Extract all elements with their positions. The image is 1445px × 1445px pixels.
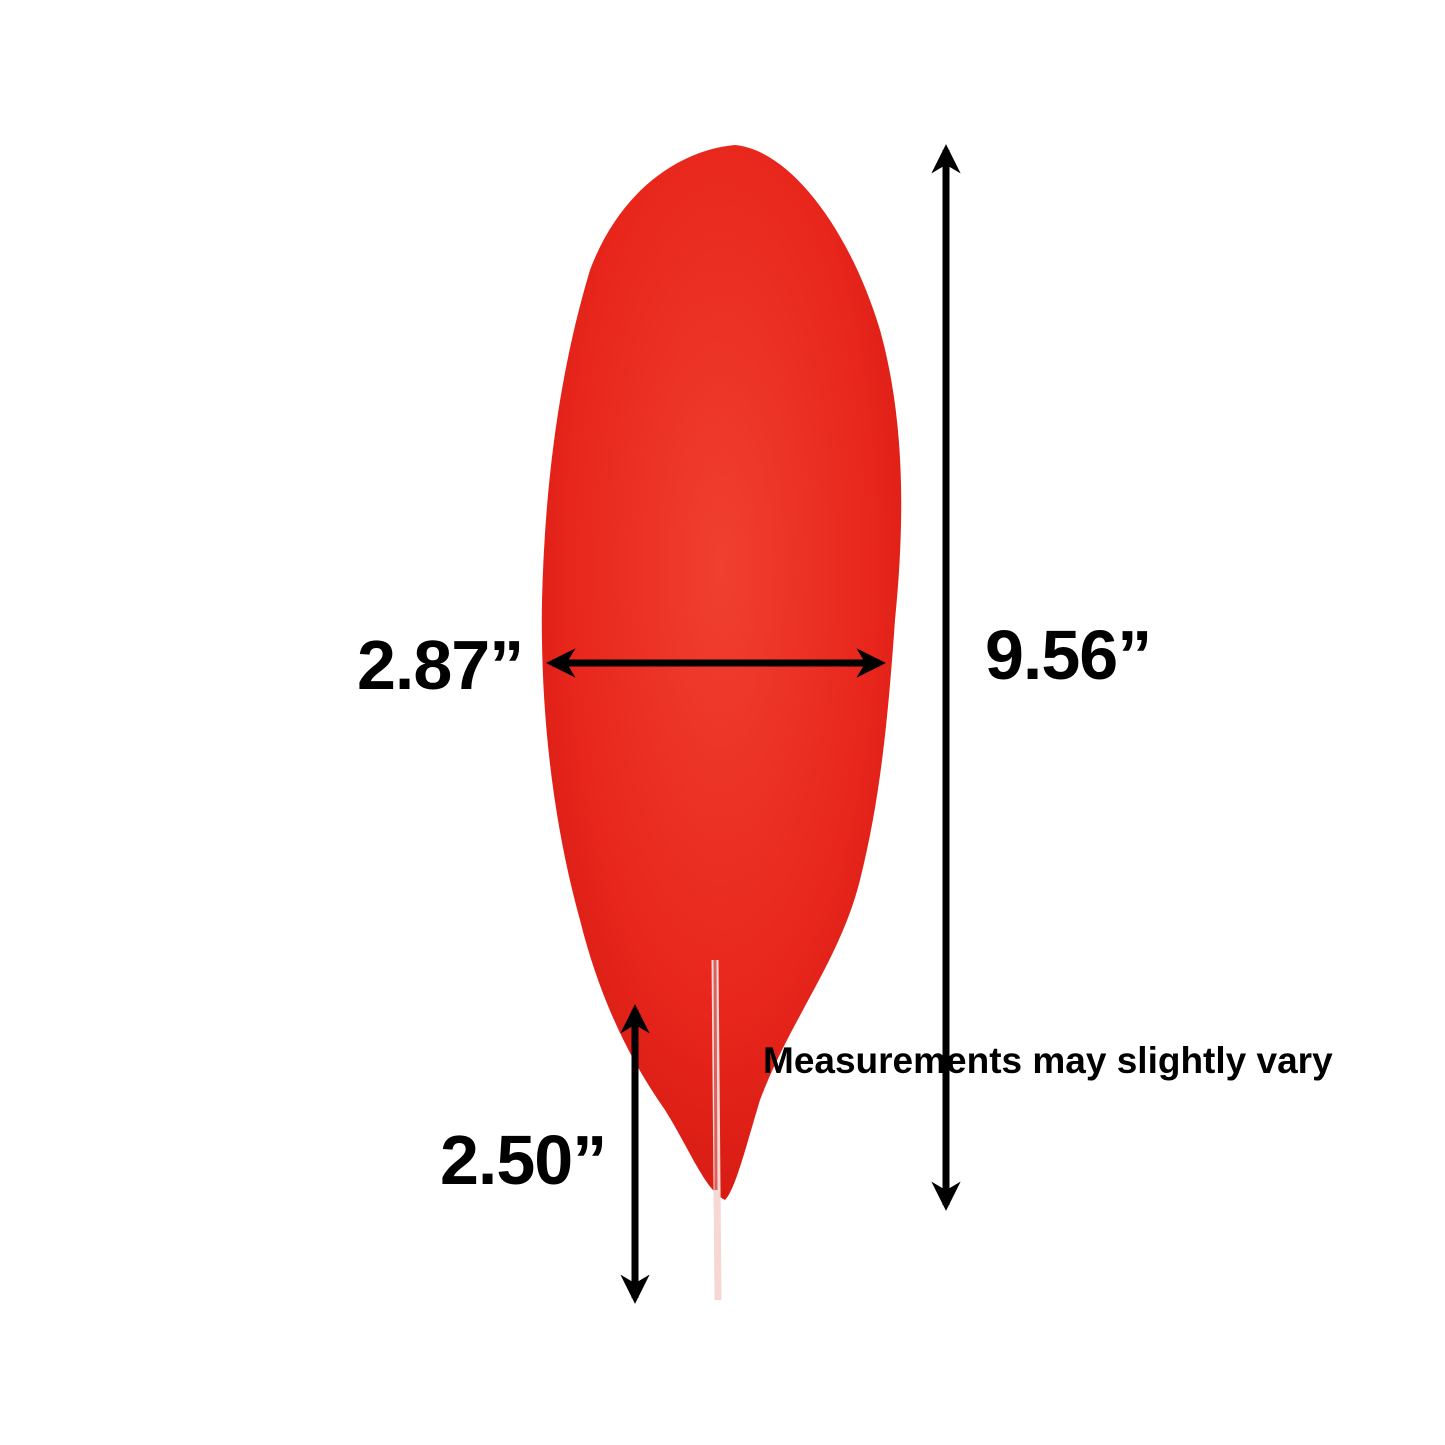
stem-length-label: 2.50” — [440, 1121, 607, 1199]
measurement-disclaimer: Measurements may slightly vary — [763, 1040, 1333, 1081]
length-label: 9.56” — [985, 616, 1152, 694]
width-label: 2.87” — [357, 626, 524, 704]
